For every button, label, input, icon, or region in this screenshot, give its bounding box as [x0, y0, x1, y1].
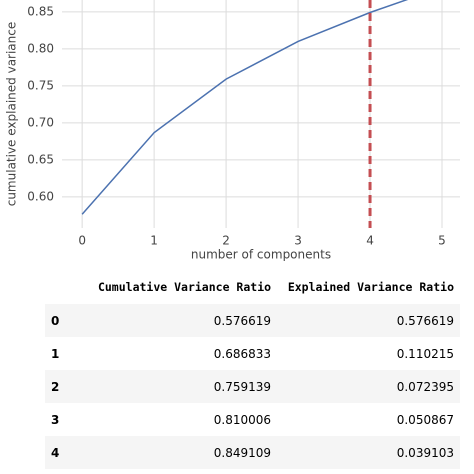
cell: 0.686833 — [213, 346, 272, 361]
y-tick-label: 0.60 — [27, 189, 54, 203]
table-row: 3 0.810006 0.050867 — [45, 403, 460, 436]
y-tick-label: 0.85 — [27, 4, 54, 18]
y-tick-label: 0.65 — [27, 152, 54, 166]
table-row: 0 0.576619 0.576619 — [45, 304, 460, 337]
cell: 0.072395 — [277, 370, 460, 403]
cell: 0.849109 — [87, 436, 278, 469]
table-row: 2 0.759139 0.072395 — [45, 370, 460, 403]
x-tick-label: 3 — [294, 234, 302, 248]
x-axis-label: number of components — [191, 248, 331, 262]
row-index: 0 — [45, 304, 87, 337]
y-tick-label: 0.80 — [27, 41, 54, 55]
cell: 0.759139 — [87, 370, 278, 403]
table-row: 1 0.686833 0.110215 — [45, 337, 460, 370]
cell: 0.576619 — [277, 304, 460, 337]
variance-table: Cumulative Variance Ratio Explained Varia… — [45, 270, 460, 469]
table-header: Cumulative Variance Ratio Explained Varia… — [45, 270, 460, 304]
table-row: 4 0.849109 0.039103 — [45, 436, 460, 469]
x-tick-label: 0 — [78, 234, 86, 248]
row-index: 4 — [45, 436, 87, 469]
header-cell — [45, 270, 87, 304]
cell: 0.050867 — [396, 412, 454, 427]
y-tick-label: 0.75 — [27, 78, 54, 92]
y-tick-label: 0.70 — [27, 115, 54, 129]
data-line — [81, 0, 409, 215]
cell: 0.576619 — [87, 304, 278, 337]
cell: 0.039103 — [277, 436, 460, 469]
x-tick-label: 5 — [438, 234, 446, 248]
y-axis-label: cumulative explained variance — [5, 22, 19, 207]
header-cell: Cumulative Variance Ratio — [97, 280, 272, 294]
chart: cumulative explained variance number of … — [5, 0, 460, 262]
x-tick-label: 1 — [150, 234, 158, 248]
row-index: 1 — [51, 346, 60, 361]
header-cell: Explained Variance Ratio — [287, 280, 454, 294]
x-tick-label: 4 — [366, 234, 374, 248]
plot-area — [81, 0, 409, 228]
cell: 0.110215 — [396, 346, 454, 361]
row-index: 3 — [51, 412, 60, 427]
row-index: 2 — [45, 370, 87, 403]
cell: 0.810006 — [213, 412, 272, 427]
x-tick-label: 2 — [222, 234, 230, 248]
